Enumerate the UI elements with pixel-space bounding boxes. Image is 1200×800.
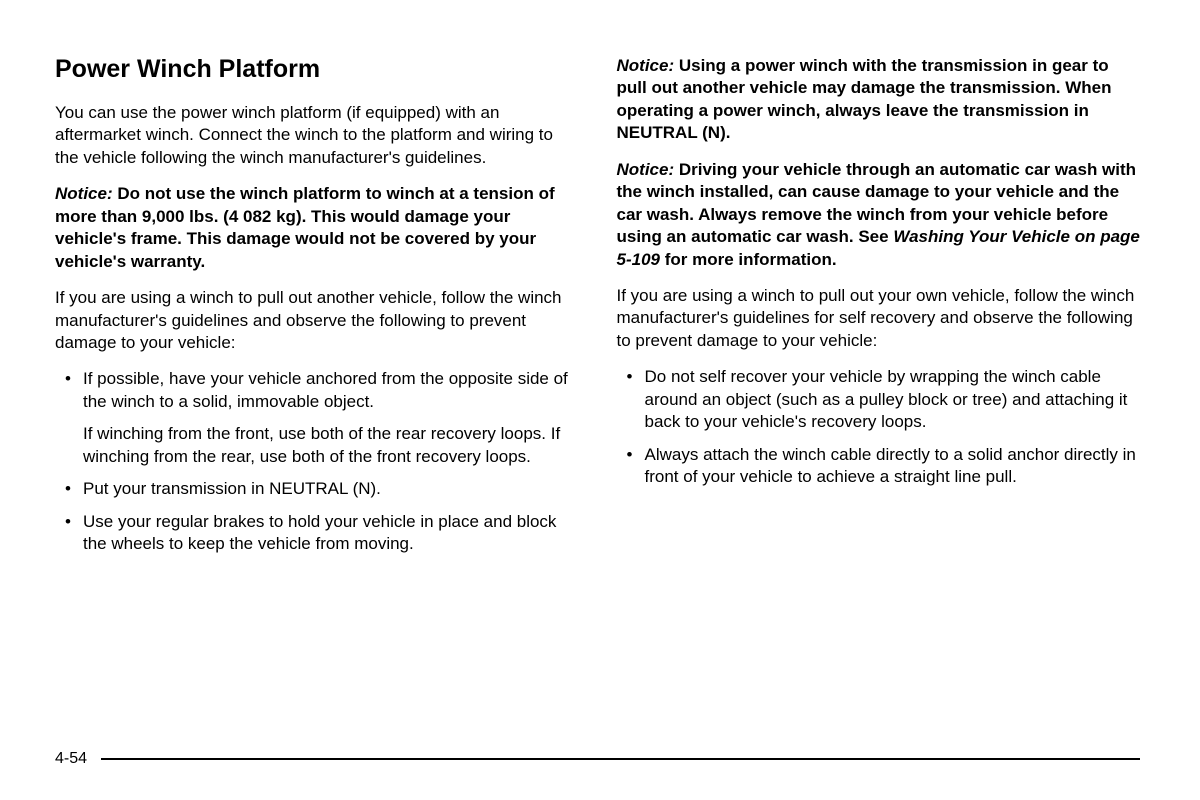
notice-tension: Notice: Do not use the winch platform to… <box>55 183 579 273</box>
notice-carwash: Notice: Driving your vehicle through an … <box>617 159 1141 271</box>
notice-body: Do not use the winch platform to winch a… <box>55 184 555 270</box>
left-bullet-list: If possible, have your vehicle anchored … <box>55 368 579 555</box>
content-columns: Power Winch Platform You can use the pow… <box>55 55 1140 735</box>
right-column: Notice: Using a power winch with the tra… <box>617 55 1141 735</box>
notice-label: Notice: <box>617 160 675 179</box>
bullet-text: If possible, have your vehicle anchored … <box>83 369 568 410</box>
page-footer: 4-54 <box>55 750 1140 768</box>
section-heading: Power Winch Platform <box>55 55 579 84</box>
notice-transmission: Notice: Using a power winch with the tra… <box>617 55 1141 145</box>
list-item: Put your transmission in NEUTRAL (N). <box>83 478 579 500</box>
list-item: Do not self recover your vehicle by wrap… <box>645 366 1141 433</box>
notice-label: Notice: <box>55 184 113 203</box>
page-number: 4-54 <box>55 750 87 768</box>
left-column: Power Winch Platform You can use the pow… <box>55 55 579 735</box>
notice-body-b: for more information. <box>660 250 837 269</box>
notice-body: Using a power winch with the transmissio… <box>617 56 1112 142</box>
pull-other-vehicle-intro: If you are using a winch to pull out ano… <box>55 287 579 354</box>
footer-rule <box>101 758 1140 760</box>
list-item: Always attach the winch cable directly t… <box>645 444 1141 489</box>
list-item: Use your regular brakes to hold your veh… <box>83 511 579 556</box>
bullet-subtext: If winching from the front, use both of … <box>83 423 579 468</box>
list-item: If possible, have your vehicle anchored … <box>83 368 579 468</box>
self-recovery-intro: If you are using a winch to pull out you… <box>617 285 1141 352</box>
notice-label: Notice: <box>617 56 675 75</box>
intro-paragraph: You can use the power winch platform (if… <box>55 102 579 169</box>
right-bullet-list: Do not self recover your vehicle by wrap… <box>617 366 1141 488</box>
